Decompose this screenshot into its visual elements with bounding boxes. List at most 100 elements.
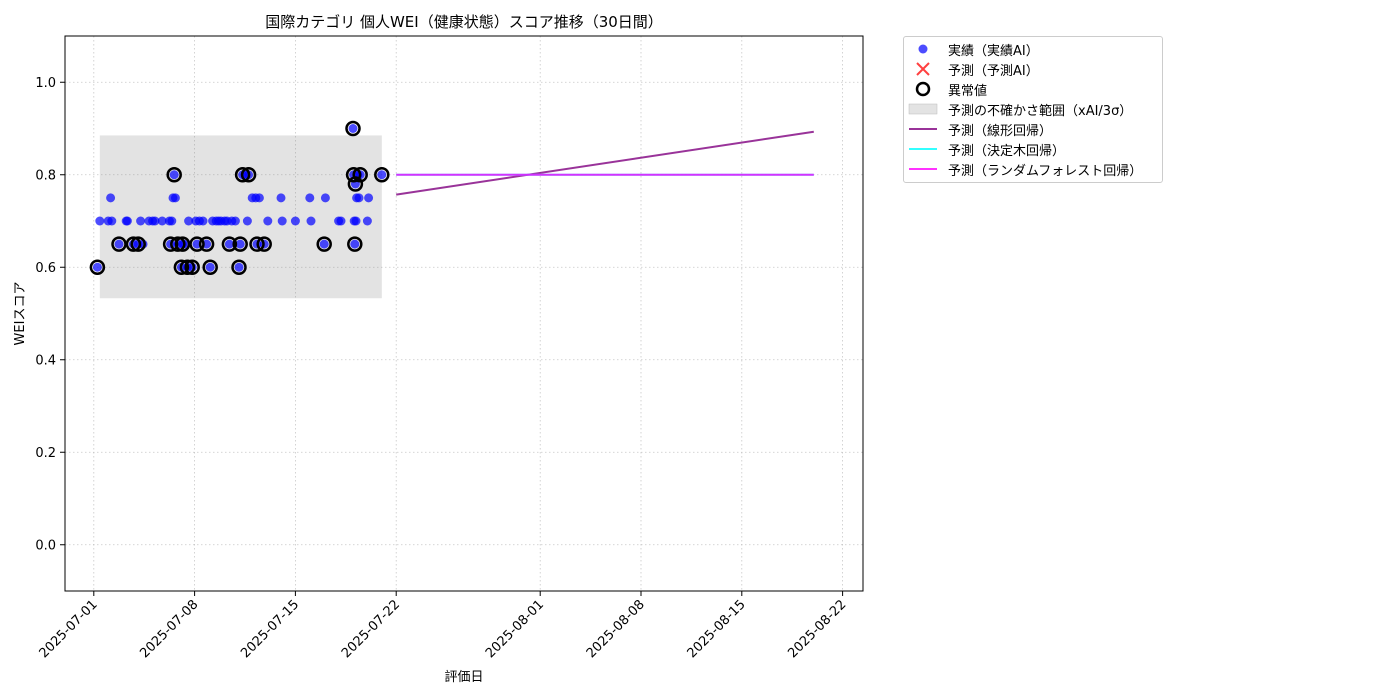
actual-data-point xyxy=(320,193,330,203)
chart-legend: 実績（実績AI） 予測（予測AI） 異常値 予測の不確かさ範囲（xAI/3σ） … xyxy=(903,36,1163,183)
y-axis-label: WEIスコア xyxy=(13,282,28,346)
outlier-ring xyxy=(345,120,361,137)
legend-label-tree: 予測（決定木回帰） xyxy=(948,143,1066,159)
actual-data-point xyxy=(205,262,215,272)
plot-frame xyxy=(64,35,864,592)
actual-data-point xyxy=(170,193,180,203)
y-tick-label: 0.6 xyxy=(35,261,56,276)
actual-data-point xyxy=(305,193,315,203)
outlier-ring xyxy=(234,167,251,183)
x-tick-label: 2025-08-01 xyxy=(483,597,547,661)
actual-data-point xyxy=(254,193,264,203)
actual-data-point xyxy=(167,216,177,226)
actual-data-point xyxy=(92,262,102,272)
y-tick-label: 0.2 xyxy=(35,446,56,461)
actual-data-point xyxy=(198,216,208,226)
legend-item-tree: 予測（決定木回帰） xyxy=(904,139,1162,159)
actual-data-point xyxy=(136,216,146,226)
outlier-ring xyxy=(221,236,238,252)
actual-data-point xyxy=(277,216,287,226)
legend-label-prediction-ai: 予測（予測AI） xyxy=(948,63,1039,79)
actual-data-point xyxy=(350,239,360,249)
legend-magenta-line-icon xyxy=(904,159,942,179)
prediction-lines-layer xyxy=(396,130,814,196)
actual-data-point xyxy=(263,216,273,226)
outlier-ring xyxy=(202,259,218,275)
legend-item-forest: 予測（ランダムフォレスト回帰） xyxy=(904,159,1162,179)
outlier-ring xyxy=(352,167,368,183)
chart-title: 国際カテゴリ 個人WEI（健康状態）スコア推移（30日間） xyxy=(265,13,663,31)
x-tick-label: 2025-08-08 xyxy=(584,597,648,661)
legend-item-prediction-ai: 予測（予測AI） xyxy=(904,59,1162,79)
legend-label-forest: 予測（ランダムフォレスト回帰） xyxy=(948,163,1143,179)
outlier-ring xyxy=(347,236,363,252)
x-tick-label: 2025-07-15 xyxy=(238,597,302,661)
legend-item-outlier: 異常値 xyxy=(904,79,1162,99)
outlier-ring xyxy=(231,259,247,275)
outlier-ring xyxy=(170,236,186,252)
outlier-ring xyxy=(184,259,200,275)
outlier-ring xyxy=(189,236,205,252)
actual-data-point xyxy=(276,193,286,203)
actual-data-point xyxy=(106,193,116,203)
outlier-ring xyxy=(130,236,146,252)
actual-data-point xyxy=(290,216,300,226)
actual-data-point xyxy=(351,216,361,226)
outlier-ring xyxy=(198,236,215,252)
legend-label-uncertainty: 予測の不確かさ範囲（xAI/3σ） xyxy=(948,103,1133,119)
legend-blue-dot-icon xyxy=(904,39,942,59)
legend-item-linear: 予測（線形回帰） xyxy=(904,119,1162,139)
y-tick-label: 0.8 xyxy=(35,168,56,183)
actual-data-point xyxy=(114,239,124,249)
legend-item-uncertainty: 予測の不確かさ範囲（xAI/3σ） xyxy=(904,99,1162,119)
outlier-ring xyxy=(125,236,142,252)
x-tick-label: 2025-07-08 xyxy=(137,597,201,661)
actual-data-point xyxy=(336,216,346,226)
x-tick-label: 2025-08-22 xyxy=(785,597,849,661)
outlier-ring xyxy=(179,259,196,275)
y-tick-label: 0.4 xyxy=(35,353,56,368)
x-tick-label: 2025-07-22 xyxy=(339,597,403,661)
outlier-ring xyxy=(232,236,248,252)
legend-label-outlier: 異常値 xyxy=(948,83,988,99)
legend-label-actual: 実績（実績AI） xyxy=(948,43,1039,59)
outlier-ring xyxy=(374,167,390,183)
actual-data-point xyxy=(306,216,316,226)
actual-data-point xyxy=(157,216,167,226)
grid-layer xyxy=(65,36,863,591)
actual-data-point xyxy=(235,239,245,249)
actual-data-point xyxy=(364,193,374,203)
legend-item-actual: 実績（実績AI） xyxy=(904,39,1162,59)
legend-band-icon xyxy=(904,99,942,119)
legend-cyan-line-icon xyxy=(904,139,942,159)
legend-label-linear: 予測（線形回帰） xyxy=(948,123,1053,139)
actual-data-point xyxy=(184,216,194,226)
outlier-ring xyxy=(240,167,257,183)
actual-data-point xyxy=(234,262,244,272)
y-tick-label: 1.0 xyxy=(35,76,56,91)
legend-ring-icon xyxy=(904,79,942,99)
outlier-ring xyxy=(249,236,265,252)
outlier-ring xyxy=(316,236,332,252)
outlier-ring xyxy=(256,236,272,252)
outlier-rings-layer xyxy=(89,120,390,275)
outlier-ring xyxy=(174,236,191,252)
x-axis-label: 評価日 xyxy=(444,670,483,685)
actual-data-point xyxy=(107,216,117,226)
actual-data-point xyxy=(348,124,358,133)
actual-data-point xyxy=(362,216,372,226)
outlier-ring xyxy=(111,236,127,252)
actual-data-point xyxy=(122,216,132,226)
actual-data-point xyxy=(242,216,252,226)
legend-red-x-icon xyxy=(904,59,942,79)
outlier-ring xyxy=(166,167,182,183)
actual-data-point xyxy=(319,239,329,249)
outlier-ring xyxy=(89,259,106,275)
x-tick-label: 2025-08-15 xyxy=(685,597,749,661)
actual-data-point xyxy=(377,170,387,180)
actual-data-point xyxy=(230,216,240,226)
actual-data-point xyxy=(169,170,179,180)
legend-purple-line-icon xyxy=(904,119,942,139)
prediction-line xyxy=(396,130,814,196)
